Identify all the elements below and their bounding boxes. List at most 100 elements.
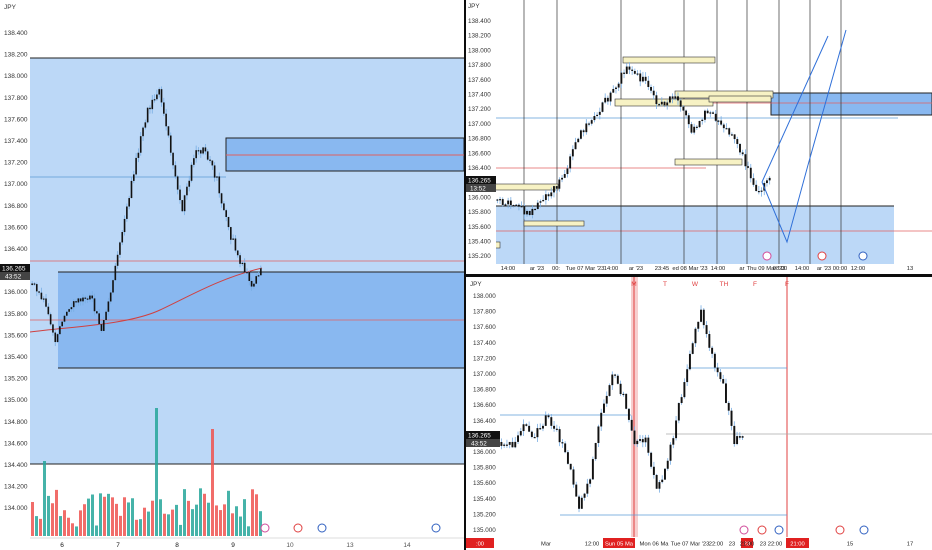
- bottom-right-chart-candle: [725, 383, 727, 403]
- countdown-badge: [466, 184, 496, 192]
- left-chart-candle: [91, 295, 94, 299]
- y-axis-tick-label: 138.200: [4, 52, 28, 59]
- volume-bar: [155, 408, 158, 536]
- top-right-chart-candle: [507, 200, 510, 205]
- top-right-chart-candle: [733, 134, 736, 140]
- top-right-chart-candle: [639, 73, 642, 82]
- top-right-chart-candle: [682, 106, 685, 111]
- event-marker-icon[interactable]: [774, 525, 784, 535]
- event-marker-icon[interactable]: [431, 523, 441, 533]
- y-axis-tick-label: 134.600: [4, 440, 28, 447]
- pane-divider-vertical[interactable]: [464, 0, 466, 550]
- left-chart-candle: [190, 164, 193, 181]
- left-chart-candle: [255, 276, 258, 284]
- left-chart-candle: [225, 210, 228, 217]
- volume-bar: [123, 497, 126, 536]
- bottom-right-chart-pane[interactable]: 138.000 137.800 137.600 137.400 137.200 137.0…: [466, 277, 932, 550]
- left-chart-candle: [139, 136, 142, 153]
- y-axis-tick-label: 135.600: [473, 480, 496, 487]
- event-marker-icon[interactable]: [293, 523, 303, 533]
- price-axis: [466, 277, 500, 539]
- volume-bar: [203, 493, 206, 536]
- left-chart-candle: [209, 159, 211, 161]
- left-chart-canvas[interactable]: 138.400 138.200 138.000 137.800 137.600 137.4…: [0, 0, 464, 550]
- volume-bar: [195, 504, 198, 536]
- bottom-right-chart-candle: [727, 402, 730, 411]
- top-right-chart-candle: [695, 126, 698, 128]
- event-marker-icon[interactable]: [835, 525, 845, 535]
- bottom-right-chart-candle: [686, 369, 689, 383]
- event-marker-icon[interactable]: [762, 251, 772, 261]
- x-axis-tick-label: 13: [907, 266, 913, 272]
- top-right-chart-candle: [641, 76, 644, 82]
- left-chart-candle: [218, 176, 221, 194]
- bottom-right-chart-candle: [580, 497, 583, 509]
- volume-bar: [219, 510, 222, 536]
- volume-bar: [179, 524, 182, 536]
- left-chart-candle: [181, 200, 184, 212]
- top-right-chart-candle: [526, 210, 528, 215]
- left-chart-candle: [82, 297, 84, 302]
- volume-bar: [51, 503, 54, 536]
- left-chart-candle: [130, 180, 133, 199]
- top-right-chart-candle: [625, 66, 628, 74]
- weekday-label: T: [663, 281, 667, 288]
- top-right-chart-candle: [620, 72, 623, 84]
- y-axis-tick-label: 135.200: [4, 376, 28, 383]
- left-chart-candle: [243, 262, 246, 273]
- volume-bar: [111, 497, 114, 536]
- bottom-right-chart-canvas[interactable]: 138.000 137.800 137.600 137.400 137.200 137.0…: [466, 277, 932, 550]
- bottom-right-chart-candle: [575, 484, 578, 497]
- event-marker-icon[interactable]: [739, 525, 749, 535]
- bottom-right-chart-candle: [619, 383, 622, 395]
- top-right-chart-candle: [609, 92, 612, 102]
- top-right-chart-candle: [528, 210, 531, 215]
- y-axis-tick-label: 134.800: [4, 419, 28, 426]
- bottom-right-chart-candle: [669, 444, 672, 461]
- left-chart-pane[interactable]: 138.400 138.200 138.000 137.800 137.600 137.4…: [0, 0, 464, 550]
- event-marker-icon[interactable]: [757, 525, 767, 535]
- pane-divider-horizontal[interactable]: [466, 274, 932, 277]
- bottom-right-chart-candle: [525, 424, 528, 426]
- top-right-chart-candle: [555, 186, 558, 189]
- bottom-right-chart-candle: [733, 425, 736, 445]
- x-axis-tick-label: ar '23: [817, 266, 831, 272]
- y-axis-tick-label: 135.400: [4, 354, 28, 361]
- top-right-chart-pane[interactable]: 138.400 138.200 138.000 137.800 137.600 137.4…: [466, 0, 932, 274]
- x-axis-tick-label: 12:00: [851, 266, 866, 272]
- top-right-chart-candle: [760, 190, 763, 192]
- bottom-right-chart-candle: [741, 436, 744, 438]
- event-marker-icon[interactable]: [260, 523, 270, 533]
- top-right-chart-candle: [496, 199, 499, 201]
- x-axis-tick-label: 8: [175, 542, 179, 549]
- event-marker-icon[interactable]: [858, 251, 868, 261]
- top-right-chart-candle: [539, 201, 542, 203]
- left-chart-candle: [114, 265, 117, 281]
- y-axis-tick-label: 137.200: [473, 355, 496, 362]
- bottom-right-chart-candle: [589, 479, 592, 484]
- bottom-right-chart-candle: [688, 353, 691, 370]
- y-axis-tick-label: 138.400: [4, 30, 28, 37]
- top-right-chart-candle: [652, 90, 655, 96]
- symbol-label: JPY: [4, 4, 17, 11]
- event-marker-icon[interactable]: [859, 525, 869, 535]
- bottom-right-chart-candle: [539, 428, 542, 430]
- projection-arrow-1: [761, 35, 829, 183]
- volume-bar: [247, 526, 250, 536]
- countdown-badge-text: 43:52: [5, 274, 22, 281]
- bottom-right-chart-candle: [650, 452, 653, 467]
- left-chart-candle: [165, 113, 167, 127]
- top-right-chart-candle: [736, 139, 739, 144]
- left-chart-candle: [253, 283, 255, 287]
- event-marker-icon[interactable]: [817, 251, 827, 261]
- volume-bar: [147, 511, 150, 536]
- left-chart-candle: [107, 301, 110, 312]
- event-marker-icon[interactable]: [317, 523, 327, 533]
- top-right-chart-canvas[interactable]: 138.400 138.200 138.000 137.800 137.600 137.4…: [466, 0, 932, 274]
- session-time-badge-text: :00: [476, 542, 484, 548]
- left-chart-candle: [40, 292, 43, 300]
- top-right-chart-candle: [623, 72, 626, 74]
- price-badge-text: 136.265: [468, 433, 491, 440]
- x-axis-tick-label: ed 08 Mar '23: [672, 266, 707, 272]
- top-right-chart-candle: [512, 205, 515, 207]
